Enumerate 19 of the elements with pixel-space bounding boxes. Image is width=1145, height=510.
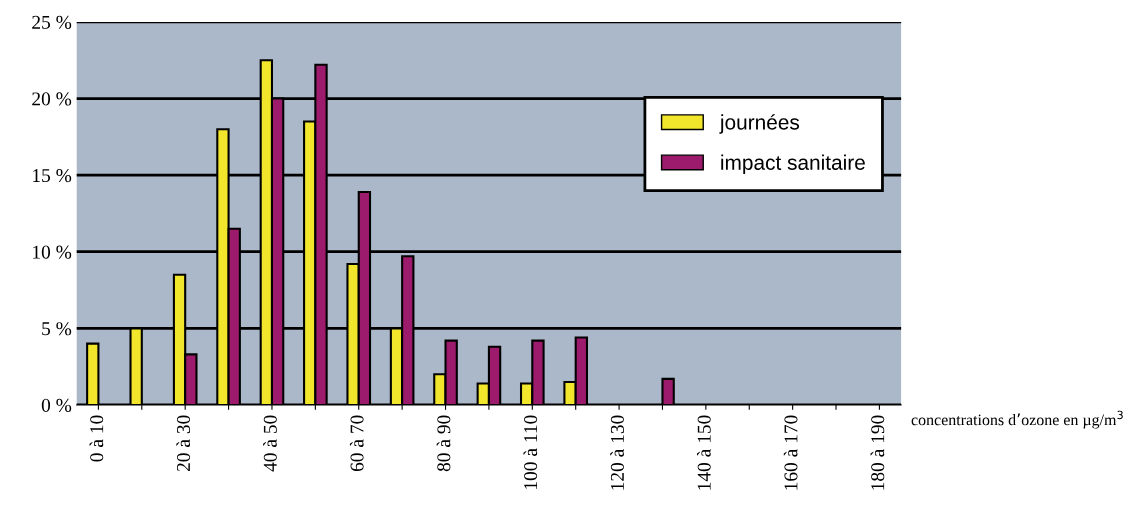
x-tick-label: 20 à 30 <box>176 415 191 472</box>
x-tick-label: 0 à 10 <box>89 415 104 462</box>
y-tick-label: 10 % <box>33 245 72 259</box>
x-tick-label: 60 à 70 <box>349 415 364 472</box>
legend-label: impact sanitaire <box>721 154 865 175</box>
y-tick-label: 5 % <box>42 322 72 336</box>
x-tick-label: 120 à 130 <box>610 415 624 490</box>
x-tick-label: 80 à 90 <box>436 415 451 472</box>
x-tick-label: 40 à 50 <box>263 415 277 472</box>
y-tick-label: 0 % <box>41 398 72 412</box>
y-tick-label: 25 % <box>32 15 72 29</box>
x-axis-title: concentrations d’ozone en µg/m$^{3}$ <box>911 410 1123 429</box>
x-tick-label: 140 à 150 <box>697 415 711 490</box>
x-tick-label: 180 à 190 <box>870 415 885 490</box>
x-tick-label: 160 à 170 <box>783 415 798 490</box>
x-tick-label: 100 à 110 <box>523 415 538 489</box>
y-tick-label: 20 % <box>32 92 72 106</box>
y-tick-label: 15 % <box>33 168 72 183</box>
legend-label: journées <box>719 114 800 134</box>
